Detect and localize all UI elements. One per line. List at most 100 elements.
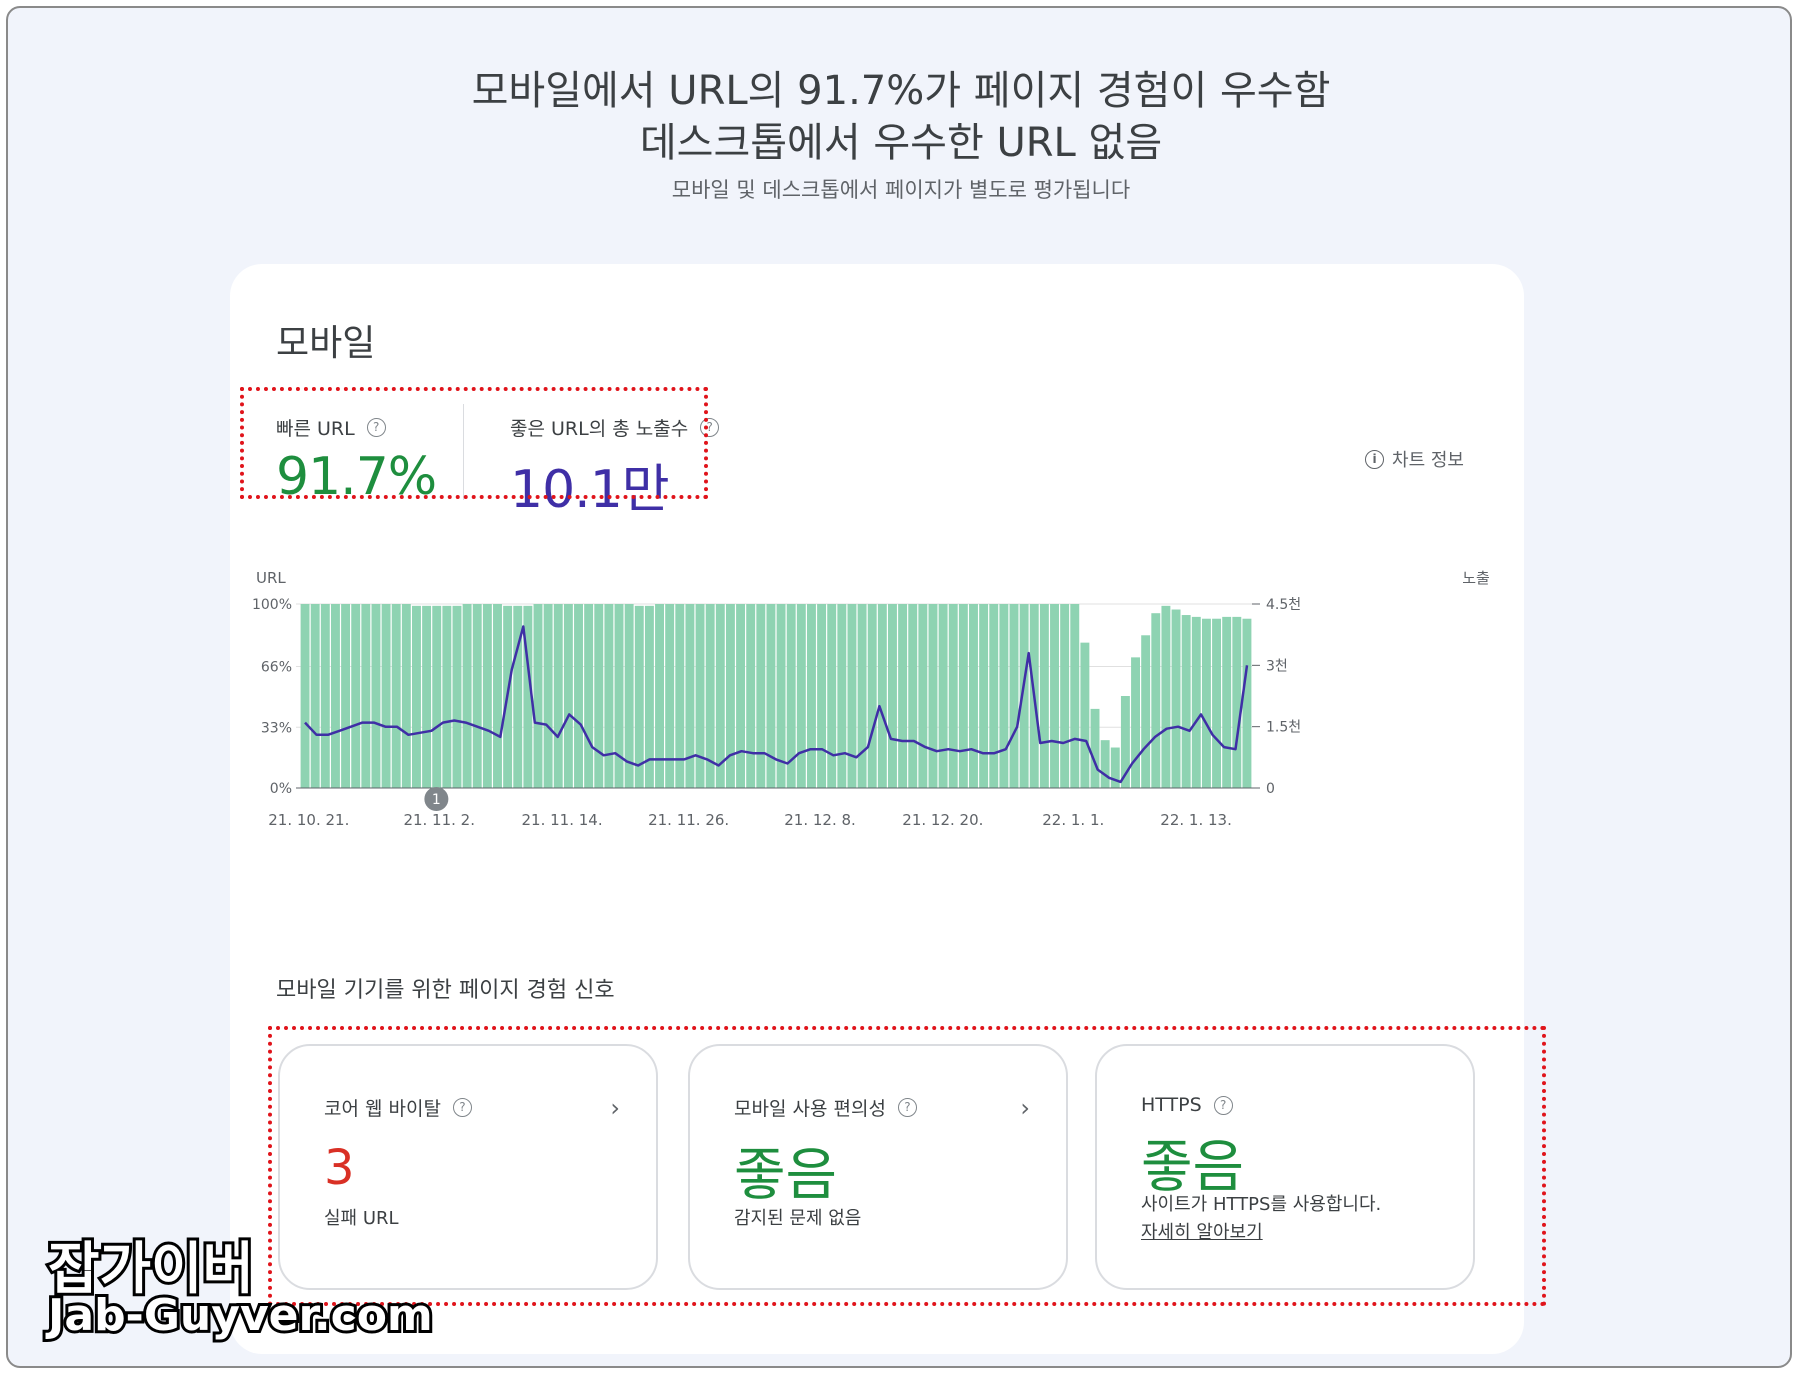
chart-bar xyxy=(644,605,654,788)
highlight-box-signals xyxy=(268,1026,1546,1306)
chart-bar xyxy=(300,604,310,788)
chart-bar xyxy=(796,604,806,788)
headline-desktop: 데스크톱에서 우수한 URL 없음 xyxy=(639,120,1163,166)
chart-bar xyxy=(948,604,958,788)
chart-bar xyxy=(553,604,563,788)
card-title: 모바일 xyxy=(276,323,376,364)
chart-bar xyxy=(766,604,776,788)
highlight-box-metrics xyxy=(240,387,708,499)
signal-value: 좋음 xyxy=(734,1143,838,1208)
chart-bar xyxy=(715,604,725,788)
chart-bar xyxy=(351,604,361,788)
signal-title: HTTPS xyxy=(1141,1094,1202,1116)
chart-bar xyxy=(482,604,492,788)
chart-bar xyxy=(604,604,614,788)
signal-card-mobile-usability[interactable]: 모바일 사용 편의성 ? › 좋음 감지된 문제 없음 xyxy=(688,1044,1068,1290)
left-tick-label: 0% xyxy=(270,781,292,797)
chart-bar xyxy=(867,604,877,788)
chart-bar xyxy=(1232,616,1242,788)
chart-bar xyxy=(594,604,604,788)
x-tick-label: 21. 11. 14. xyxy=(521,811,602,829)
headline-mobile: 모바일에서 URL의 91.7%가 페이지 경험이 우수함 xyxy=(471,68,1331,114)
x-tick-label: 21. 11. 26. xyxy=(648,811,729,829)
chart-bar xyxy=(442,605,452,788)
learn-more-link[interactable]: 자세히 알아보기 xyxy=(1141,1222,1263,1243)
x-tick-label: 22. 1. 13. xyxy=(1160,811,1232,829)
metric-divider xyxy=(463,404,464,500)
right-tick-label: 3천 xyxy=(1266,658,1288,674)
chart-bar xyxy=(563,604,573,788)
chart-bar xyxy=(675,604,685,788)
chart-bar xyxy=(938,604,948,788)
chart-bar xyxy=(543,604,553,788)
chart-bar xyxy=(533,604,543,788)
chevron-right-icon[interactable]: › xyxy=(1020,1094,1030,1122)
chart-bar xyxy=(1100,740,1110,788)
headline-note: 모바일 및 데스크톱에서 페이지가 별도로 평가됩니다 xyxy=(671,178,1131,202)
screenshot-frame: 모바일에서 URL의 91.7%가 페이지 경험이 우수함 데스크톱에서 우수한… xyxy=(6,6,1792,1368)
chart-bar xyxy=(685,604,695,788)
mobile-chart: URL 노출 100% 66% 33% 0% 4.5천 3천 1.5천 0 21. 10. 21… xyxy=(252,569,1490,829)
chart-bar xyxy=(574,604,583,788)
left-axis-label: URL xyxy=(256,569,286,587)
chart-bar xyxy=(361,604,371,788)
chart-bar xyxy=(1080,642,1090,788)
signal-card-core-web-vitals[interactable]: 코어 웹 바이탈 ? › 3 실패 URL xyxy=(278,1044,658,1290)
chart-bar xyxy=(452,605,462,788)
impressions-line xyxy=(304,625,1249,784)
info-icon: i xyxy=(1365,449,1385,469)
chart-bar xyxy=(1120,696,1130,788)
chart-bar xyxy=(806,604,816,788)
chart-bar xyxy=(695,604,705,788)
chart-bar xyxy=(969,604,978,788)
chart-bar xyxy=(432,605,442,788)
chart-bar xyxy=(422,605,432,788)
metric-impressions: 좋은 URL의 총 노출수 ? 10.1만 xyxy=(510,414,720,522)
chart-bar xyxy=(1191,616,1201,788)
right-tick-label: 0 xyxy=(1266,781,1275,797)
chart-bar xyxy=(513,605,523,788)
help-icon[interactable]: ? xyxy=(897,1098,917,1117)
right-axis-label: 노출 xyxy=(1462,569,1490,587)
chart-bar xyxy=(1131,657,1140,788)
metric-label: 빠른 URL xyxy=(276,418,355,440)
chart-bars xyxy=(300,604,1252,788)
right-tick-label: 4.5천 xyxy=(1266,597,1301,613)
chart-bar xyxy=(837,604,847,788)
signal-card-https: HTTPS ? 좋음 사이트가 HTTPS를 사용합니다. 자세히 알아보기 xyxy=(1095,1044,1475,1290)
chart-bar xyxy=(634,605,644,788)
chart-bar xyxy=(817,604,827,788)
chart-bar xyxy=(979,604,989,788)
chart-bar xyxy=(1151,613,1161,788)
help-icon[interactable]: ? xyxy=(366,418,386,437)
chevron-right-icon[interactable]: › xyxy=(610,1094,620,1122)
metric-value: 10.1만 xyxy=(510,460,670,520)
chart-bar xyxy=(614,604,624,788)
chart-bar xyxy=(1181,615,1191,788)
signals-title: 모바일 기기를 위한 페이지 경험 신호 xyxy=(276,978,615,1003)
chart-bar xyxy=(310,604,320,788)
chart-info-button[interactable]: i 차트 정보 xyxy=(1365,446,1464,472)
chart-bar xyxy=(493,604,502,788)
chart-bar xyxy=(847,604,857,788)
chart-bar xyxy=(401,604,411,788)
chart-bar xyxy=(1222,616,1232,788)
chart-bar xyxy=(1141,635,1151,788)
chart-bar xyxy=(665,604,675,788)
chart-bar xyxy=(705,604,715,788)
chart-bar xyxy=(877,604,887,788)
chart-bar xyxy=(999,604,1009,788)
watermark-title: 잡가이버 xyxy=(45,1234,257,1305)
help-icon[interactable]: ? xyxy=(452,1098,472,1117)
chart-info-label: 차트 정보 xyxy=(1392,450,1464,471)
chart-bar xyxy=(462,604,472,788)
chart-bar xyxy=(371,604,381,788)
help-icon[interactable]: ? xyxy=(700,418,720,437)
chart-line xyxy=(304,625,1249,784)
chart-bar xyxy=(1070,604,1080,788)
chart-bar xyxy=(928,604,938,788)
chart-bar xyxy=(523,605,533,788)
help-icon[interactable]: ? xyxy=(1213,1095,1233,1115)
chart-bar xyxy=(1161,605,1171,788)
chart-bar xyxy=(989,604,999,788)
